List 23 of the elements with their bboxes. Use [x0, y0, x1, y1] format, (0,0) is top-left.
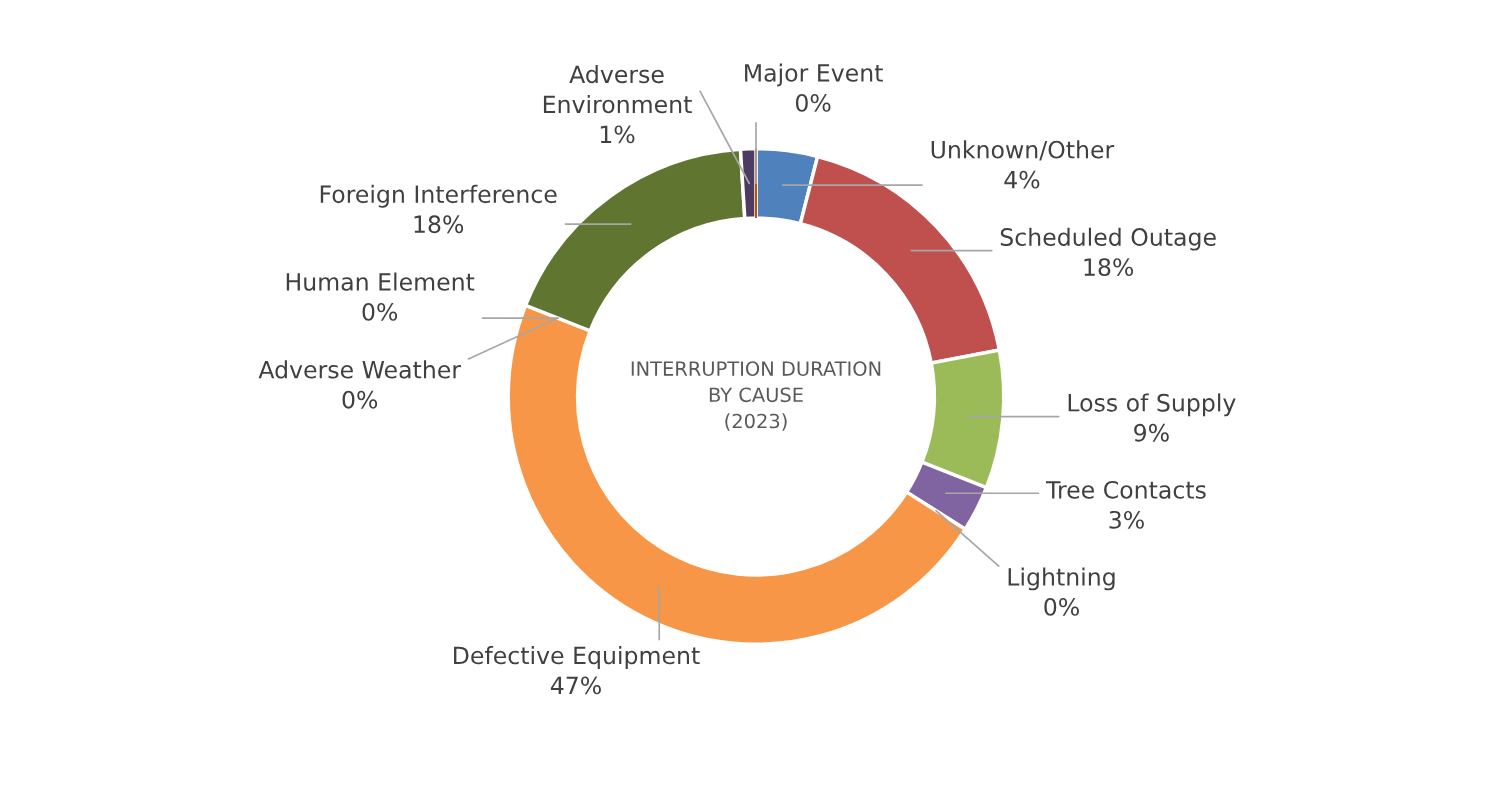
text: INTERRUPTION DURATION BY CAUSE (2023) [631, 361, 881, 431]
category-label: Adverse Weather [258, 360, 462, 379]
data-label: 9% [1134, 423, 1169, 442]
text: 0% [362, 302, 398, 321]
slice-label: Unknown/Other [931, 140, 1115, 161]
text: 0% [342, 390, 378, 409]
data-label: 47% [550, 676, 601, 695]
slice-label: Tree Contacts [1045, 480, 1206, 499]
slice-label: Foreign Interference [320, 184, 557, 208]
slice-label: Adverse Environment [543, 64, 692, 114]
text: 0% [795, 93, 831, 112]
category-label: Lightning [1008, 567, 1115, 591]
category-label: Major Event [745, 63, 883, 87]
data-label: 1% [600, 125, 635, 144]
data-label: 18% [1084, 258, 1134, 276]
data-label: 4% [1004, 170, 1040, 189]
category-label: Human Element [286, 272, 475, 291]
data-label: 3% [1109, 510, 1144, 529]
slice-label: Scheduled Outage [1000, 227, 1216, 251]
slice-label: Defective Equipment [454, 646, 700, 669]
text: 0% [1044, 597, 1079, 616]
slice-label: Loss of Supply [1068, 393, 1236, 417]
data-label: 18% [414, 215, 464, 234]
